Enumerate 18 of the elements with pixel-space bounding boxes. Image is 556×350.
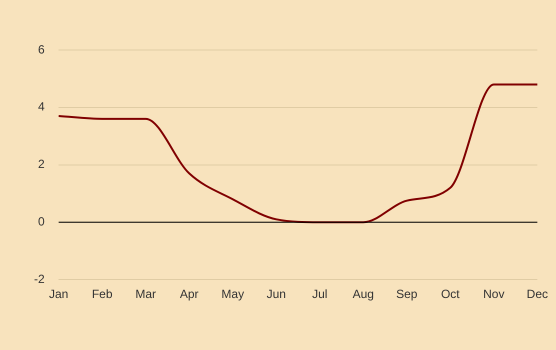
x-tick-label: Mar: [135, 287, 156, 302]
line-series: [58, 83, 538, 224]
x-tick-label: Jul: [312, 287, 328, 302]
x-tick-label: Nov: [483, 287, 504, 302]
y-tick-label: 6: [38, 42, 45, 56]
y-tick-label: -2: [34, 272, 45, 286]
y-tick-label: 2: [38, 157, 45, 172]
x-tick-label: Oct: [440, 287, 460, 302]
y-tick-label: 4: [38, 100, 45, 114]
x-tick-label: Feb: [92, 287, 113, 302]
x-tick-label: May: [221, 287, 244, 302]
x-tick-label: Sep: [396, 287, 418, 302]
y-tick-label: 0: [38, 214, 45, 229]
x-tick-label: Apr: [180, 287, 199, 302]
x-tick-label: Dec: [526, 287, 548, 302]
x-tick-label: Jan: [48, 287, 68, 302]
x-tick-label: Jun: [266, 287, 286, 302]
x-tick-label: Aug: [352, 287, 374, 302]
